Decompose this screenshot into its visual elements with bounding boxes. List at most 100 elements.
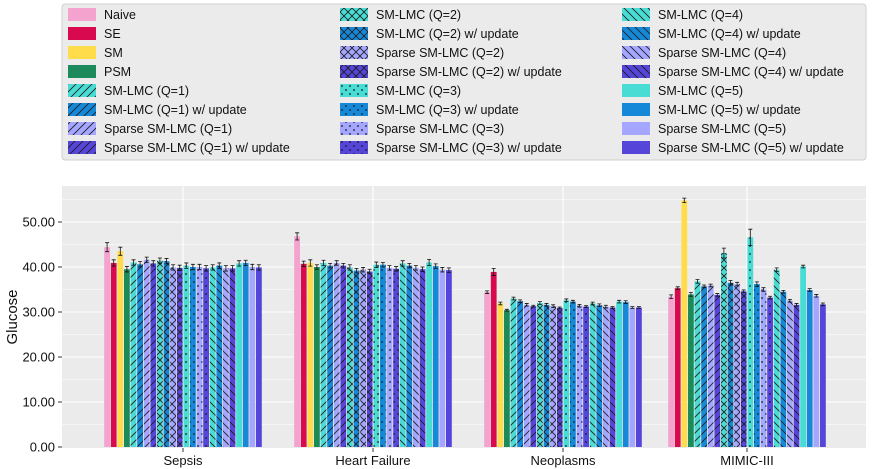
error-bar [675,286,680,290]
bar [740,291,747,447]
bar-neoplasms-sparse-sm-lmc-q-2-w-update [556,306,563,447]
bar [780,291,787,447]
bar-heart-failure-se [300,260,307,447]
bar [622,302,629,447]
bar-sepsis-sparse-sm-lmc-q-2 [170,264,176,447]
bar-mimic-iii-sparse-sm-lmc-q-3-w-update [767,295,773,447]
error-bar [118,246,123,256]
error-bar [151,260,156,267]
error-bar [570,299,575,304]
error-bar [623,300,628,304]
bar [681,200,688,447]
bar [530,306,537,447]
bar-heart-failure-sm-lmc-q-5 [426,258,432,447]
bar [707,285,714,447]
bar [556,307,563,447]
bar-heart-failure-sm-lmc-q-1 [320,259,327,447]
error-bar [807,288,812,292]
legend-label: Sparse SM-LMC (Q=2) [376,46,504,60]
error-bar [111,259,116,267]
bar-heart-failure-sparse-sm-lmc-q-2 [360,267,366,447]
bar-sepsis-sm-lmc-q-4-w-update [216,262,223,447]
bar-neoplasms-sm-lmc-q-5-w-update [622,300,629,447]
bar [694,281,701,447]
error-bar [708,283,713,288]
error-bar [781,290,786,294]
bar [820,304,826,447]
bar-sepsis-sparse-sm-lmc-q-1-w-update [150,260,157,447]
bar-mimic-iii-sm-lmc-q-1-w-update [701,284,707,447]
legend-label: Sparse SM-LMC (Q=4) w/ update [658,65,844,79]
bars [104,197,826,447]
bar-heart-failure-sm-lmc-q-4-w-update [406,263,413,447]
legend-swatch [340,84,368,97]
bar-neoplasms-sm-lmc-q-1 [510,296,517,447]
bar [504,310,510,447]
bar-heart-failure-sm-lmc-q-1-w-update [327,263,333,447]
error-bar [610,306,615,309]
bar [734,284,740,447]
bar-heart-failure-sparse-sm-lmc-q-5 [439,267,446,447]
bar-neoplasms-naive [484,290,490,447]
error-bar [688,292,693,297]
legend-swatch [622,46,650,59]
error-bar [413,265,418,271]
legend-swatch [68,27,96,40]
bar [537,303,543,447]
bar-mimic-iii-sm-lmc-q-5 [800,264,806,447]
legend-label: SM-LMC (Q=3) w/ update [376,103,519,117]
bar-sepsis-sparse-sm-lmc-q-4 [223,265,229,447]
bar [668,296,674,447]
error-bar [537,301,542,305]
bar [576,305,583,447]
legend-item-sm-lmc-q-5-w-update: SM-LMC (Q=5) w/ update [622,103,801,117]
legend-label: Naive [104,8,136,22]
bar-sepsis-sparse-sm-lmc-q-3 [196,263,203,447]
bar-heart-failure-sm-lmc-q-3 [373,261,380,447]
bar-heart-failure-sm-lmc-q-5-w-update [432,263,439,447]
error-bar [124,266,129,273]
bar-mimic-iii-sm-lmc-q-5-w-update [806,288,813,447]
legend-item-sm-lmc-q-5: SM-LMC (Q=5) [622,84,743,98]
error-bar [197,263,202,271]
bar [300,263,307,447]
bar [484,292,490,447]
bar [176,267,183,447]
bar [589,303,596,447]
bar-heart-failure-sparse-sm-lmc-q-1 [333,260,340,447]
error-bar [577,303,582,308]
error-bar [314,264,319,270]
error-bar [544,303,549,307]
error-bar [498,301,503,306]
bar-neoplasms-sparse-sm-lmc-q-2 [550,304,556,447]
error-bar [511,296,516,301]
legend-label: Sparse SM-LMC (Q=5) [658,122,786,136]
bar-sepsis-sparse-sm-lmc-q-3-w-update [203,265,209,447]
error-bar [131,259,136,266]
bar [413,267,419,447]
error-bar [354,267,359,274]
bar [523,304,530,447]
legend-swatch [622,84,650,97]
bar [446,270,452,447]
bar [406,265,413,447]
bar [616,301,622,447]
bar-neoplasms-sparse-sm-lmc-q-5-w-update [636,306,642,447]
error-bar [328,263,333,269]
bar [203,268,209,447]
error-bar [177,264,182,271]
bar [787,300,793,447]
legend-label: SM [104,46,123,60]
bar [550,306,556,447]
legend-item-sparse-sm-lmc-q-2-w-update: Sparse SM-LMC (Q=2) w/ update [340,65,562,79]
bar [294,236,300,447]
bar [393,268,399,447]
error-bar [204,265,209,272]
bar [130,262,137,447]
bar [760,289,767,447]
bar [110,262,117,447]
bar-neoplasms-se [490,267,497,447]
legend-item-sparse-sm-lmc-q-4-w-update: Sparse SM-LMC (Q=4) w/ update [622,65,844,79]
error-bar [184,262,189,269]
error-bar [801,264,806,269]
